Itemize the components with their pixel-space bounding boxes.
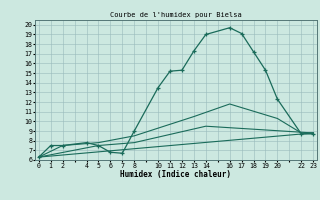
Title: Courbe de l'humidex pour Bielsa: Courbe de l'humidex pour Bielsa — [110, 12, 242, 18]
X-axis label: Humidex (Indice chaleur): Humidex (Indice chaleur) — [121, 170, 231, 179]
